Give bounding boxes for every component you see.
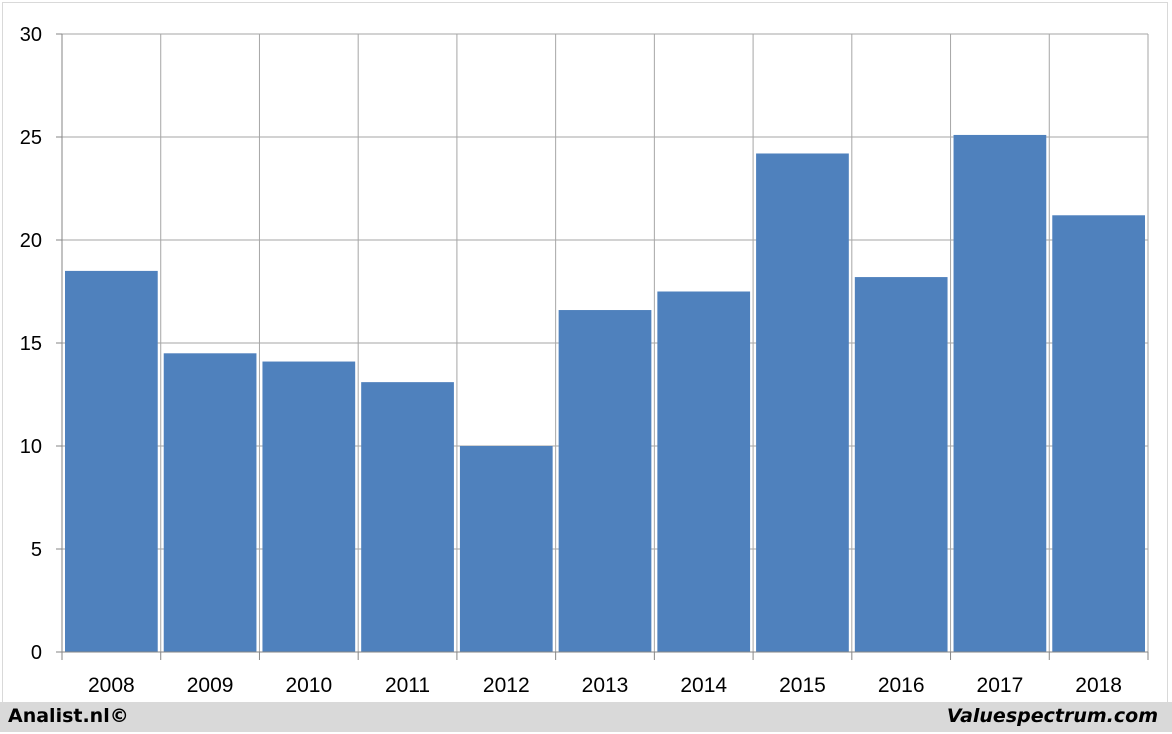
- x-tick-label: 2015: [779, 674, 826, 697]
- y-tick-label: 0: [31, 642, 42, 664]
- bar-2015: [756, 153, 849, 653]
- x-tick-label: 2014: [680, 674, 727, 697]
- bar-2016: [854, 277, 948, 652]
- y-tick-label: 20: [20, 230, 42, 252]
- y-tick-label: 15: [20, 333, 42, 355]
- x-tick-label: 2018: [1075, 674, 1122, 697]
- x-tick-label: 2009: [187, 674, 234, 697]
- x-tick-label: 2008: [88, 674, 135, 697]
- bar-2008: [65, 270, 158, 652]
- y-tick-label: 25: [20, 127, 42, 149]
- bar-2012: [459, 446, 553, 652]
- bars: [65, 134, 1145, 653]
- x-tick-label: 2017: [977, 674, 1024, 697]
- bar-2014: [657, 291, 751, 652]
- bar-2010: [262, 361, 356, 652]
- y-tick-label: 30: [20, 24, 42, 46]
- footer-credit-left: Analist.nl©: [8, 705, 129, 727]
- x-tick-label: 2013: [582, 674, 629, 697]
- bar-2011: [361, 382, 454, 652]
- x-tick-labels: 2008 2009 2010 2011 2012 2013 2014 2015 2016 2017…: [88, 674, 1122, 697]
- footer-credit-right: Valuespectrum.com: [946, 705, 1158, 727]
- x-tick-label: 2011: [385, 674, 430, 697]
- axes: [56, 33, 1149, 660]
- x-tick-label: 2016: [878, 674, 925, 697]
- bar-2017: [953, 134, 1047, 652]
- bar-2013: [558, 310, 652, 652]
- y-tick-label: 10: [20, 436, 42, 458]
- y-tick-labels: 0 5 10 15 20 25 30: [20, 24, 42, 664]
- y-tick-label: 5: [31, 539, 42, 561]
- x-tick-label: 2012: [483, 674, 530, 697]
- footer-bar: Analist.nl© Valuespectrum.com: [0, 702, 1172, 732]
- x-tick-label: 2010: [285, 674, 332, 697]
- bar-2009: [163, 353, 257, 652]
- bar-2018: [1052, 215, 1145, 652]
